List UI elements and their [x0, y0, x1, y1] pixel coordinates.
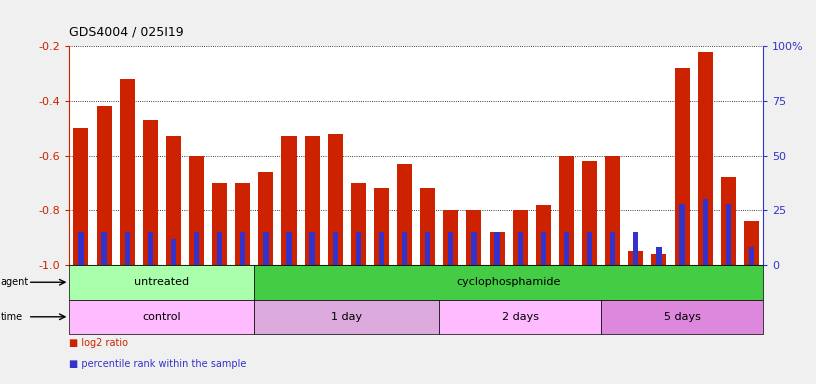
Bar	[494, 232, 499, 265]
Bar	[725, 204, 731, 265]
Bar	[235, 183, 251, 265]
Text: 1 day: 1 day	[331, 312, 362, 322]
FancyBboxPatch shape	[255, 265, 763, 300]
Bar	[397, 164, 412, 265]
Bar	[559, 156, 574, 265]
Text: untreated: untreated	[135, 277, 189, 287]
Bar	[680, 204, 685, 265]
Bar	[744, 221, 759, 265]
FancyBboxPatch shape	[69, 265, 255, 300]
Bar	[472, 232, 477, 265]
Bar	[721, 177, 736, 265]
Text: agent: agent	[1, 277, 29, 287]
Bar	[73, 128, 88, 265]
Bar	[328, 134, 343, 265]
Bar	[171, 239, 176, 265]
Bar	[194, 232, 199, 265]
Bar	[425, 232, 430, 265]
Bar	[564, 232, 569, 265]
Bar	[605, 156, 620, 265]
Bar	[125, 232, 130, 265]
Bar	[633, 232, 638, 265]
Text: time: time	[1, 312, 23, 322]
Bar	[420, 188, 435, 265]
Bar	[189, 156, 204, 265]
Bar	[512, 210, 528, 265]
Bar	[217, 232, 222, 265]
Bar	[517, 232, 523, 265]
Bar	[374, 188, 389, 265]
Bar	[675, 68, 690, 265]
Bar	[333, 232, 338, 265]
Bar	[309, 232, 315, 265]
Bar	[698, 51, 712, 265]
Bar	[582, 161, 597, 265]
Bar	[304, 136, 320, 265]
Bar	[651, 254, 667, 265]
Bar	[443, 210, 459, 265]
Bar	[356, 232, 361, 265]
Bar	[120, 79, 135, 265]
Text: GDS4004 / 025I19: GDS4004 / 025I19	[69, 25, 184, 38]
Bar	[402, 232, 407, 265]
Bar	[379, 232, 384, 265]
Text: ■ percentile rank within the sample: ■ percentile rank within the sample	[69, 359, 246, 369]
Bar	[166, 136, 181, 265]
Text: 5 days: 5 days	[663, 312, 700, 322]
FancyBboxPatch shape	[255, 300, 439, 334]
Bar	[749, 247, 754, 265]
FancyBboxPatch shape	[601, 300, 763, 334]
Bar	[656, 247, 662, 265]
Bar	[351, 183, 366, 265]
Bar	[101, 232, 107, 265]
Bar	[264, 232, 268, 265]
Bar	[490, 232, 504, 265]
Bar	[628, 251, 643, 265]
Bar	[143, 120, 157, 265]
Bar	[587, 232, 592, 265]
Bar	[96, 106, 112, 265]
Text: cyclophosphamide: cyclophosphamide	[456, 277, 561, 287]
Bar	[541, 232, 546, 265]
Bar	[148, 232, 153, 265]
Text: control: control	[143, 312, 181, 322]
Bar	[78, 232, 83, 265]
FancyBboxPatch shape	[69, 300, 255, 334]
Text: 2 days: 2 days	[502, 312, 539, 322]
Bar	[240, 232, 246, 265]
Bar	[536, 205, 551, 265]
Bar	[259, 172, 273, 265]
FancyBboxPatch shape	[439, 300, 601, 334]
Bar	[703, 199, 707, 265]
Bar	[286, 232, 291, 265]
Text: ■ log2 ratio: ■ log2 ratio	[69, 338, 128, 348]
Bar	[610, 232, 615, 265]
Bar	[448, 232, 454, 265]
Bar	[467, 210, 481, 265]
Bar	[282, 136, 296, 265]
Bar	[212, 183, 227, 265]
